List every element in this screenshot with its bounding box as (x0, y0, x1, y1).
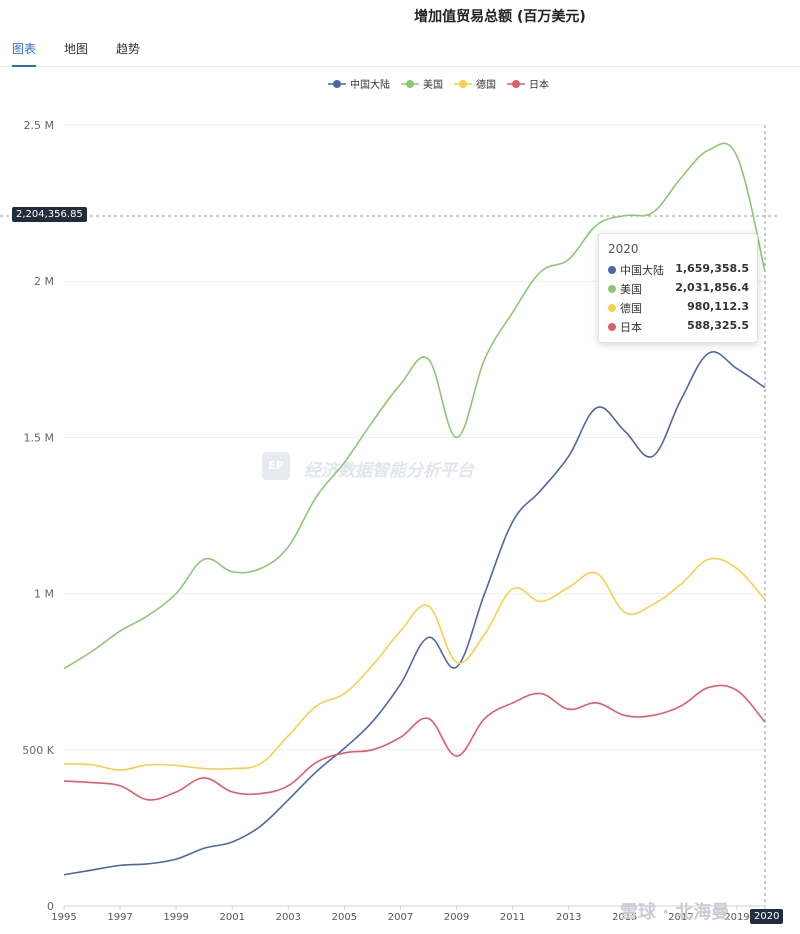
x-tick-label: 1997 (107, 912, 132, 923)
tooltip-series-value: 1,659,358.5 (675, 262, 749, 275)
x-tick-label: 2003 (276, 912, 301, 923)
y-tick-label: 1.5 M (24, 431, 54, 444)
crosshair-y-label: 2,204,356.85 (12, 207, 87, 222)
x-tick-label: 2017 (668, 912, 693, 923)
tooltip-row: 日本 588,325.5 (608, 319, 749, 337)
corner-watermark: 雪球 · 北海曼 (620, 902, 730, 923)
tooltip-row: 德国 980,112.3 (608, 300, 749, 318)
series-line (63, 557, 766, 771)
watermark-logo: EP (262, 452, 290, 480)
series-line (63, 142, 766, 670)
legend-label: 日本 (529, 78, 549, 91)
y-tick-label: 2.5 M (24, 119, 54, 132)
legend-marker-icon (333, 80, 341, 88)
tooltip-title: 2020 (608, 242, 639, 256)
tab-trend[interactable]: 趋势 (116, 42, 141, 56)
tab-map[interactable]: 地图 (64, 42, 89, 56)
view-tabs: 图表 地图 趋势 (0, 36, 800, 67)
x-tick-label: 2015 (612, 912, 637, 923)
y-tick-label: 2 M (34, 275, 54, 288)
x-tick-label: 2005 (332, 912, 357, 923)
x-tick-label: 2019 (724, 912, 749, 923)
legend-marker-icon (512, 80, 520, 88)
series-dot-icon (608, 304, 616, 312)
x-tick-label: 2011 (500, 912, 525, 923)
x-tick-label: 1995 (51, 912, 76, 923)
tooltip-row: 中国大陆 1,659,358.5 (608, 262, 749, 280)
legend-label: 德国 (476, 78, 496, 91)
y-tick-label: 0 (47, 900, 54, 913)
tooltip-row: 美国 2,031,856.4 (608, 281, 749, 299)
series-line (63, 684, 766, 801)
x-tick-label: 2001 (220, 912, 245, 923)
tooltip-series-value: 980,112.3 (687, 300, 749, 313)
tooltip-series-name: 美国 (620, 283, 642, 296)
legend-marker-icon (459, 80, 467, 88)
data-tooltip: 2020 中国大陆 1,659,358.5 美国 2,031,856.4 德国 … (598, 233, 758, 343)
series-dot-icon (608, 266, 616, 274)
x-tick-label: 1999 (163, 912, 188, 923)
tooltip-series-value: 2,031,856.4 (675, 281, 749, 294)
legend-label: 美国 (423, 78, 443, 91)
series-line (63, 351, 766, 876)
tab-chart[interactable]: 图表 (12, 40, 37, 67)
tooltip-series-name: 中国大陆 (620, 264, 664, 277)
crosshair-x-label: 2020 (750, 909, 784, 924)
watermark-text: 经济数据智能分析平台 (304, 461, 474, 481)
legend-label: 中国大陆 (350, 78, 390, 91)
tooltip-series-name: 日本 (620, 321, 642, 334)
x-tick-label: 2007 (388, 912, 413, 923)
x-tick-label: 2009 (444, 912, 469, 923)
y-tick-label: 1 M (34, 588, 54, 601)
tooltip-series-name: 德国 (620, 302, 642, 315)
tooltip-series-value: 588,325.5 (687, 319, 749, 332)
series-dot-icon (608, 323, 616, 331)
chart-title: 增加值贸易总额 (百万美元) (414, 9, 586, 25)
legend-marker-icon (406, 80, 414, 88)
series-dot-icon (608, 285, 616, 293)
y-tick-label: 500 K (22, 744, 54, 757)
x-tick-label: 2013 (556, 912, 581, 923)
